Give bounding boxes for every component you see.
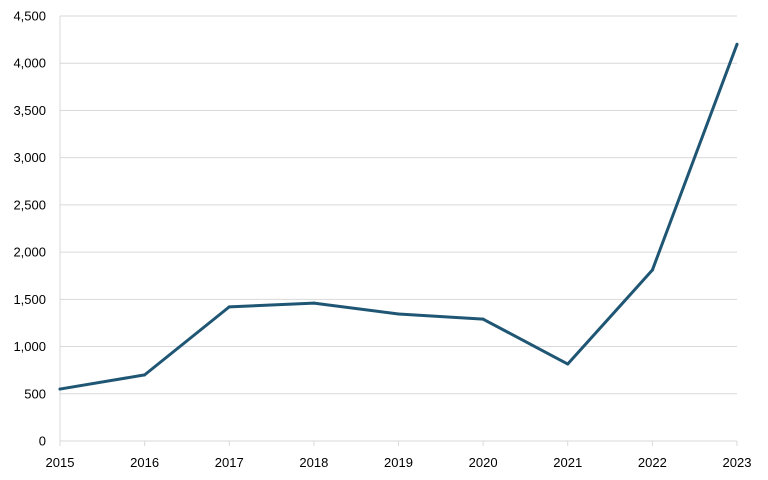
data-point (227, 305, 231, 309)
gridlines (60, 15, 737, 395)
x-tick-label: 2021 (553, 455, 582, 470)
y-tick-label: 2,500 (13, 197, 46, 212)
x-tick-label: 2022 (638, 455, 667, 470)
data-point (650, 268, 654, 272)
data-point (566, 362, 570, 366)
x-tick-label: 2020 (469, 455, 498, 470)
x-tick-label: 2019 (384, 455, 413, 470)
y-tick-label: 1,000 (13, 339, 46, 354)
data-point (735, 42, 739, 46)
y-tick-label: 4,500 (13, 9, 46, 24)
x-tick-label: 2023 (723, 455, 752, 470)
series-layer (58, 42, 739, 391)
y-tick-label: 500 (24, 386, 46, 401)
y-axis-tick-labels: 0 500 1,000 1,500 2,000 2,500 3,000 3,500 4,000 4… (13, 9, 46, 449)
y-tick-label: 3,500 (13, 103, 46, 118)
data-point (58, 387, 62, 391)
y-tick-label: 2,000 (13, 245, 46, 260)
axes (59, 16, 738, 446)
y-tick-label: 0 (39, 434, 46, 449)
x-tick-label: 2015 (46, 455, 75, 470)
series-line (58, 42, 739, 391)
x-tick-label: 2017 (215, 455, 244, 470)
y-tick-label: 4,000 (13, 56, 46, 71)
x-axis-tick-labels: 2015 2016 2017 2018 2019 2020 2021 2022 2023 (46, 455, 752, 470)
y-tick-label: 1,500 (13, 292, 46, 307)
data-point (143, 373, 147, 377)
data-point (397, 312, 400, 316)
x-tick-label: 2018 (299, 455, 328, 470)
x-tick-label: 2016 (130, 455, 159, 470)
data-point (481, 317, 485, 321)
data-point (312, 301, 316, 305)
y-tick-label: 3,000 (13, 150, 46, 165)
